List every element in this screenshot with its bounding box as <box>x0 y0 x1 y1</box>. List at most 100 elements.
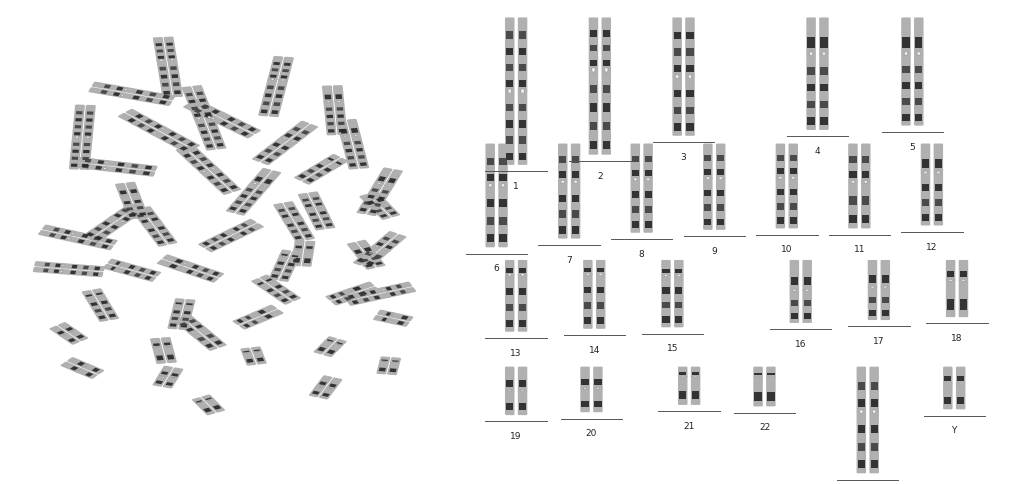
FancyBboxPatch shape <box>643 179 653 233</box>
FancyBboxPatch shape <box>675 317 682 323</box>
FancyBboxPatch shape <box>485 185 495 248</box>
Text: 20: 20 <box>586 428 597 438</box>
Ellipse shape <box>677 274 681 277</box>
Ellipse shape <box>864 181 867 184</box>
FancyBboxPatch shape <box>85 295 92 297</box>
FancyBboxPatch shape <box>199 99 206 103</box>
FancyBboxPatch shape <box>201 105 210 110</box>
FancyBboxPatch shape <box>338 122 345 126</box>
FancyBboxPatch shape <box>60 362 83 373</box>
FancyBboxPatch shape <box>506 320 513 327</box>
FancyBboxPatch shape <box>518 91 527 166</box>
FancyBboxPatch shape <box>265 279 272 282</box>
FancyBboxPatch shape <box>359 208 367 212</box>
FancyBboxPatch shape <box>264 180 273 185</box>
Text: 2: 2 <box>597 171 603 181</box>
FancyBboxPatch shape <box>790 204 797 210</box>
FancyBboxPatch shape <box>258 79 278 117</box>
FancyBboxPatch shape <box>519 48 526 56</box>
FancyBboxPatch shape <box>72 157 78 161</box>
FancyBboxPatch shape <box>400 316 409 320</box>
FancyBboxPatch shape <box>284 63 291 67</box>
FancyBboxPatch shape <box>289 125 318 144</box>
FancyBboxPatch shape <box>364 247 372 252</box>
FancyBboxPatch shape <box>115 183 129 198</box>
FancyBboxPatch shape <box>94 236 103 241</box>
FancyBboxPatch shape <box>362 298 370 302</box>
Ellipse shape <box>586 273 590 276</box>
FancyBboxPatch shape <box>674 49 681 57</box>
FancyBboxPatch shape <box>315 203 323 206</box>
FancyBboxPatch shape <box>301 228 308 232</box>
FancyBboxPatch shape <box>105 240 113 244</box>
FancyBboxPatch shape <box>819 18 828 56</box>
Ellipse shape <box>584 388 587 390</box>
FancyBboxPatch shape <box>848 144 858 183</box>
FancyBboxPatch shape <box>356 254 376 270</box>
FancyBboxPatch shape <box>326 224 333 227</box>
FancyBboxPatch shape <box>260 275 275 284</box>
FancyBboxPatch shape <box>803 260 812 291</box>
Ellipse shape <box>162 376 165 377</box>
FancyBboxPatch shape <box>269 79 288 118</box>
FancyBboxPatch shape <box>344 297 351 301</box>
FancyBboxPatch shape <box>127 119 136 123</box>
FancyBboxPatch shape <box>572 227 580 234</box>
Ellipse shape <box>60 271 62 273</box>
FancyBboxPatch shape <box>282 290 290 294</box>
FancyBboxPatch shape <box>881 287 890 320</box>
FancyBboxPatch shape <box>42 225 76 236</box>
FancyBboxPatch shape <box>93 237 101 241</box>
FancyBboxPatch shape <box>237 319 244 323</box>
FancyBboxPatch shape <box>596 260 605 276</box>
FancyBboxPatch shape <box>632 192 639 199</box>
FancyBboxPatch shape <box>597 269 604 272</box>
FancyBboxPatch shape <box>33 267 63 274</box>
Ellipse shape <box>161 129 165 131</box>
FancyBboxPatch shape <box>254 177 263 182</box>
FancyBboxPatch shape <box>559 227 566 234</box>
FancyBboxPatch shape <box>236 224 264 238</box>
FancyBboxPatch shape <box>163 255 188 266</box>
FancyBboxPatch shape <box>673 76 682 136</box>
FancyBboxPatch shape <box>259 310 284 321</box>
FancyBboxPatch shape <box>241 132 249 137</box>
FancyBboxPatch shape <box>336 121 350 138</box>
FancyBboxPatch shape <box>170 324 177 327</box>
FancyBboxPatch shape <box>315 164 324 169</box>
FancyBboxPatch shape <box>293 241 304 251</box>
FancyBboxPatch shape <box>347 282 374 294</box>
FancyBboxPatch shape <box>245 188 253 193</box>
FancyBboxPatch shape <box>265 159 273 163</box>
FancyBboxPatch shape <box>382 237 390 241</box>
FancyBboxPatch shape <box>354 141 361 145</box>
FancyBboxPatch shape <box>862 157 869 164</box>
FancyBboxPatch shape <box>254 350 260 351</box>
FancyBboxPatch shape <box>519 105 526 112</box>
FancyBboxPatch shape <box>777 156 784 162</box>
FancyBboxPatch shape <box>570 144 581 183</box>
FancyBboxPatch shape <box>56 331 65 335</box>
FancyBboxPatch shape <box>935 160 942 168</box>
FancyBboxPatch shape <box>315 206 336 229</box>
FancyBboxPatch shape <box>220 188 228 193</box>
FancyBboxPatch shape <box>94 227 102 232</box>
FancyBboxPatch shape <box>161 76 168 79</box>
Ellipse shape <box>297 250 300 251</box>
FancyBboxPatch shape <box>678 367 687 378</box>
FancyBboxPatch shape <box>88 88 125 99</box>
FancyBboxPatch shape <box>120 93 172 107</box>
FancyBboxPatch shape <box>103 85 112 90</box>
FancyBboxPatch shape <box>329 384 337 388</box>
FancyBboxPatch shape <box>935 185 942 192</box>
FancyBboxPatch shape <box>180 324 187 328</box>
FancyBboxPatch shape <box>519 137 526 144</box>
Ellipse shape <box>596 388 600 390</box>
FancyBboxPatch shape <box>243 324 251 328</box>
Ellipse shape <box>105 163 109 164</box>
FancyBboxPatch shape <box>43 269 49 272</box>
FancyBboxPatch shape <box>144 120 154 124</box>
FancyBboxPatch shape <box>185 93 193 97</box>
FancyBboxPatch shape <box>292 216 315 241</box>
FancyBboxPatch shape <box>340 130 347 135</box>
